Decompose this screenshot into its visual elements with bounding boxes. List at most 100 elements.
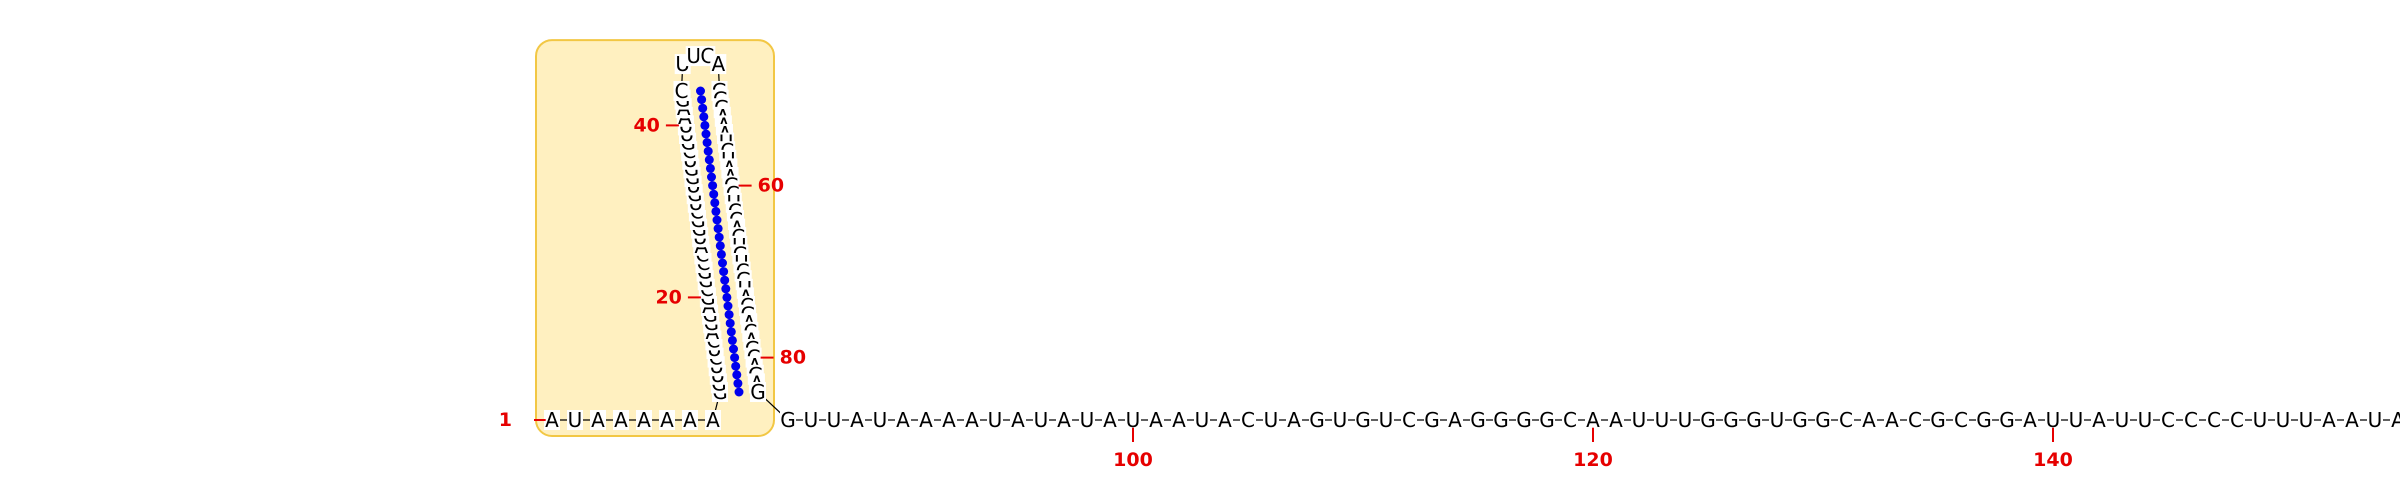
position-number: 140 bbox=[2033, 449, 2073, 471]
nucleotide-background bbox=[1746, 410, 1762, 430]
nucleotide-background bbox=[2206, 410, 2222, 430]
nucleotide: U bbox=[1655, 408, 1670, 432]
nucleotide-background bbox=[710, 54, 727, 75]
nucleotide-background bbox=[1240, 410, 1256, 430]
nucleotide: A bbox=[2092, 408, 2106, 432]
position-number: 1 bbox=[499, 409, 512, 431]
nucleotide: A bbox=[1862, 408, 1876, 432]
nucleotide: U bbox=[1632, 408, 1647, 432]
nucleotide: U bbox=[1264, 408, 1279, 432]
nucleotide-background bbox=[636, 410, 652, 430]
nucleotide-background bbox=[1608, 410, 1624, 430]
nucleotide-background bbox=[2183, 410, 2199, 430]
nucleotide-background bbox=[2275, 410, 2291, 430]
nucleotide-background bbox=[1470, 410, 1486, 430]
nucleotide: U bbox=[873, 408, 888, 432]
nucleotide-background bbox=[849, 410, 865, 430]
nucleotide: U bbox=[1080, 408, 1095, 432]
nucleotide: A bbox=[1057, 408, 1071, 432]
position-number: 120 bbox=[1573, 449, 1613, 471]
nucleotide-background bbox=[1401, 410, 1417, 430]
nucleotide: A bbox=[711, 52, 725, 76]
nucleotide-background bbox=[1332, 410, 1348, 430]
nucleotide-background bbox=[1631, 410, 1647, 430]
nucleotide-layer: AUAAAAAAGGUUCUCAGGAGCGGCCAUGGCUGUGGUCGUU… bbox=[544, 44, 2400, 432]
nucleotide: U bbox=[1379, 408, 1394, 432]
nucleotide: G bbox=[750, 380, 766, 404]
nucleotide-background bbox=[1976, 410, 1992, 430]
nucleotide-background bbox=[2137, 410, 2153, 430]
nucleotide: A bbox=[942, 408, 956, 432]
nucleotide: U bbox=[686, 44, 701, 68]
nucleotide: C bbox=[1563, 408, 1577, 432]
base-pair-dot bbox=[718, 258, 727, 268]
nucleotide-background bbox=[2114, 410, 2130, 430]
nucleotide: A bbox=[850, 408, 864, 432]
nucleotide: G bbox=[1355, 408, 1371, 432]
base-pair-dot bbox=[696, 86, 705, 96]
nucleotide: C bbox=[2207, 408, 2221, 432]
base-pair-dot bbox=[734, 387, 744, 397]
nucleotide: U bbox=[568, 408, 583, 432]
nucleotide-background bbox=[1539, 410, 1555, 430]
nucleotide: C bbox=[1954, 408, 1968, 432]
base-pair-dot bbox=[716, 249, 726, 259]
nucleotide: U bbox=[2115, 408, 2130, 432]
nucleotide-background bbox=[1217, 410, 1233, 430]
nucleotide: U bbox=[1126, 408, 1141, 432]
nucleotide: A bbox=[683, 408, 697, 432]
nucleotide-background bbox=[918, 410, 934, 430]
base-pair-dot bbox=[708, 181, 718, 191]
nucleotide: A bbox=[896, 408, 910, 432]
base-pair-dot bbox=[711, 206, 721, 216]
nucleotide-background bbox=[2252, 410, 2268, 430]
nucleotide-background bbox=[780, 410, 796, 430]
nucleotide: U bbox=[2299, 408, 2314, 432]
nucleotide-background bbox=[1815, 410, 1831, 430]
base-pair-dot bbox=[715, 241, 725, 251]
base-pair-dot bbox=[731, 361, 741, 371]
nucleotide-background bbox=[2367, 410, 2383, 430]
nucleotide-background bbox=[1700, 410, 1716, 430]
nucleotide-background bbox=[705, 410, 721, 430]
nucleotide: A bbox=[591, 408, 605, 432]
nucleotide-background bbox=[613, 410, 629, 430]
nucleotide: G bbox=[1976, 408, 1992, 432]
position-number: 100 bbox=[1113, 449, 1153, 471]
nucleotide-background bbox=[685, 46, 702, 67]
nucleotide-background bbox=[1585, 410, 1601, 430]
nucleotide: U bbox=[988, 408, 1003, 432]
nucleotide: A bbox=[2391, 408, 2400, 432]
nucleotide-background bbox=[1792, 410, 1808, 430]
base-pair-dot bbox=[732, 370, 742, 380]
nucleotide-background bbox=[1010, 410, 1026, 430]
nucleotide-background bbox=[659, 410, 675, 430]
nucleotide: U bbox=[1678, 408, 1693, 432]
base-pair-dot bbox=[712, 215, 722, 225]
nucleotide: G bbox=[1493, 408, 1509, 432]
nucleotide: G bbox=[1815, 408, 1831, 432]
nucleotide-background bbox=[2390, 410, 2400, 430]
nucleotide-background bbox=[1194, 410, 1210, 430]
nucleotide-background bbox=[673, 81, 690, 101]
nucleotide-background bbox=[1493, 410, 1509, 430]
nucleotide-background bbox=[1102, 410, 1118, 430]
nucleotide-background bbox=[1516, 410, 1532, 430]
base-pair-dot bbox=[722, 292, 732, 302]
nucleotide-background bbox=[1056, 410, 1072, 430]
nucleotide-background bbox=[872, 410, 888, 430]
nucleotide: A bbox=[1287, 408, 1301, 432]
nucleotide-background bbox=[1148, 410, 1164, 430]
base-pair-dot bbox=[707, 172, 716, 182]
base-pair-dot bbox=[713, 224, 723, 234]
base-pair-dot bbox=[733, 378, 743, 388]
nucleotide: C bbox=[2230, 408, 2244, 432]
nucleotide-background bbox=[803, 410, 819, 430]
nucleotide: G bbox=[1700, 408, 1716, 432]
nucleotide: G bbox=[1999, 408, 2015, 432]
nucleotide-background bbox=[1125, 410, 1141, 430]
nucleotide-background bbox=[1884, 410, 1900, 430]
nucleotide: A bbox=[919, 408, 933, 432]
